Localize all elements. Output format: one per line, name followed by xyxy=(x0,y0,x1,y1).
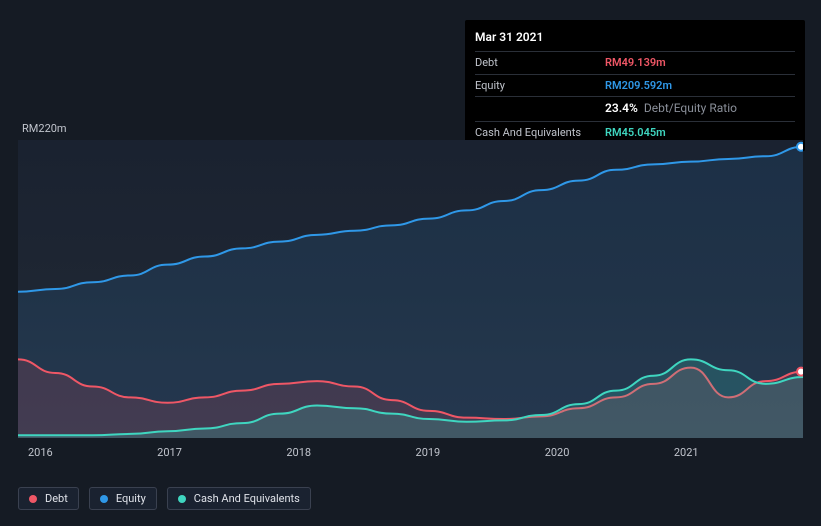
x-axis: 201620172018201920202021 xyxy=(18,446,803,466)
tooltip-row-label: Equity xyxy=(475,77,605,95)
tooltip-row-value: RM209.592m xyxy=(605,77,672,95)
legend-label: Debt xyxy=(45,492,68,505)
tooltip-date: Mar 31 2021 xyxy=(475,28,795,47)
legend-item-cash-and-equivalents[interactable]: Cash And Equivalents xyxy=(167,487,311,510)
tooltip-row-label: Debt xyxy=(475,54,605,72)
x-axis-tick: 2021 xyxy=(674,446,803,466)
legend: Debt Equity Cash And Equivalents xyxy=(18,487,311,510)
legend-dot-icon xyxy=(100,495,108,503)
tooltip-row-value: RM45.045m xyxy=(605,124,666,142)
tooltip-row-label xyxy=(475,99,605,118)
area-chart-svg xyxy=(18,140,803,438)
legend-item-equity[interactable]: Equity xyxy=(89,487,157,510)
tooltip-row: DebtRM49.139m xyxy=(475,51,795,74)
x-axis-tick: 2019 xyxy=(416,446,545,466)
tooltip-ratio-label: Debt/Equity Ratio xyxy=(644,101,737,115)
hover-tooltip: Mar 31 2021 DebtRM49.139mEquityRM209.592… xyxy=(465,20,805,151)
legend-dot-icon xyxy=(29,495,37,503)
x-axis-tick: 2016 xyxy=(28,446,157,466)
tooltip-rows: DebtRM49.139mEquityRM209.592m23.4%Debt/E… xyxy=(475,51,795,143)
tooltip-row-label: Cash And Equivalents xyxy=(475,124,605,142)
tooltip-row-value: RM49.139m xyxy=(605,54,666,72)
series-end-dot-debt xyxy=(797,368,803,376)
legend-label: Cash And Equivalents xyxy=(194,492,300,505)
legend-label: Equity xyxy=(116,492,146,505)
tooltip-ratio: 23.4% Debt/Equity Ratio xyxy=(605,99,737,118)
series-end-dot-equity xyxy=(797,143,803,151)
x-axis-tick: 2020 xyxy=(545,446,674,466)
x-axis-tick: 2018 xyxy=(286,446,415,466)
chart-container: Mar 31 2021 DebtRM49.139mEquityRM209.592… xyxy=(0,0,821,526)
tooltip-row: 23.4% Debt/Equity Ratio xyxy=(475,96,795,120)
legend-dot-icon xyxy=(178,495,186,503)
x-axis-tick: 2017 xyxy=(157,446,286,466)
tooltip-ratio-pct: 23.4% xyxy=(605,101,638,115)
tooltip-row: EquityRM209.592m xyxy=(475,74,795,97)
chart-plot-area[interactable] xyxy=(18,140,803,438)
legend-item-debt[interactable]: Debt xyxy=(18,487,79,510)
y-axis-top-label: RM220m xyxy=(22,122,67,135)
